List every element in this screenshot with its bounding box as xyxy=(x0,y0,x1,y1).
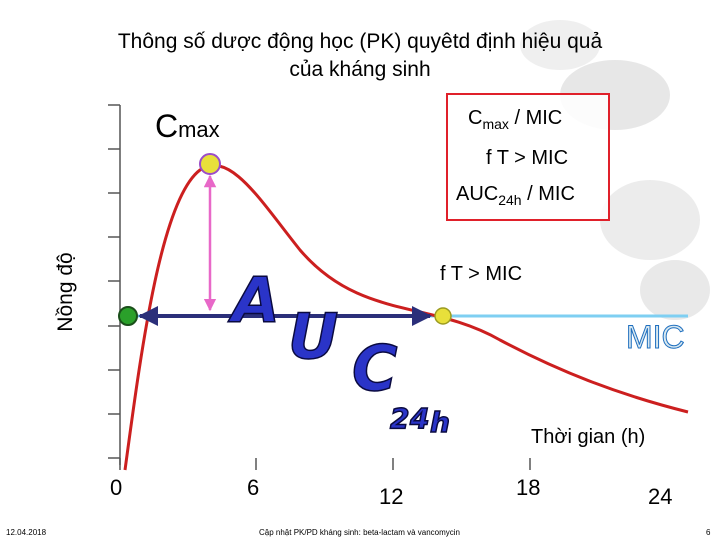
legend-auc-mic: AUC24h / MIC xyxy=(456,183,575,208)
ft-mic-label: f T > MIC xyxy=(440,263,523,285)
x-axis xyxy=(119,458,531,470)
x-tick-24: 24 xyxy=(648,484,673,509)
legend-cmax-tail: / MIC xyxy=(508,107,563,129)
cmax-label: Cmax xyxy=(155,108,220,145)
legend-ft-mic: f T > MIC xyxy=(486,147,569,169)
mic-crossing-dot-end xyxy=(434,307,452,325)
footer-center: Cập nhật PK/PD kháng sinh: beta-lactam v… xyxy=(259,528,460,537)
legend-cmax-mic: Cmax / MIC xyxy=(468,107,562,132)
x-tick-0: 0 xyxy=(110,475,123,500)
page-title: Thông số dược động học (PK) quyêtd định … xyxy=(40,28,680,84)
x-tick-6: 6 xyxy=(247,475,260,500)
legend-cmax-sub: max xyxy=(482,116,509,132)
title-line-1: Thông số dược động học (PK) quyêtd định … xyxy=(117,30,603,53)
legend-auc-sub: 24h xyxy=(498,192,522,208)
auc-sub-h: h xyxy=(430,406,450,439)
concentration-curve xyxy=(123,163,689,471)
cmax-label-main: C xyxy=(155,108,179,144)
y-axis-label: Nồng độ xyxy=(54,252,77,332)
mic-label: MIC xyxy=(626,319,686,356)
auc-sub-4: 4 xyxy=(409,402,429,435)
auc-letters: A U C 2 4 h xyxy=(226,263,450,440)
auc-sub-2: 2 xyxy=(390,402,409,435)
legend-cmax-main: C xyxy=(468,107,483,129)
mic-crossing-dot-start xyxy=(118,306,138,326)
cmax-label-sub: max xyxy=(178,117,220,142)
auc-letter-c: C xyxy=(352,332,398,405)
legend-auc-tail: / MIC xyxy=(521,183,575,205)
footer-page: 6 xyxy=(706,528,711,537)
legend-box: Cmax / MIC f T > MIC AUC24h / MIC xyxy=(446,93,610,221)
y-axis xyxy=(108,104,121,465)
auc-letter-u: U xyxy=(288,300,338,373)
legend-auc-main: AUC xyxy=(456,183,499,205)
x-tick-18: 18 xyxy=(516,475,541,500)
cmax-dot xyxy=(199,153,221,175)
footer-date: 12.04.2018 xyxy=(6,528,47,537)
x-axis-label: Thời gian (h) xyxy=(531,426,646,448)
x-tick-12: 12 xyxy=(379,484,404,509)
auc-letter-a: A xyxy=(227,264,280,337)
title-line-2: của kháng sinh xyxy=(289,58,431,81)
